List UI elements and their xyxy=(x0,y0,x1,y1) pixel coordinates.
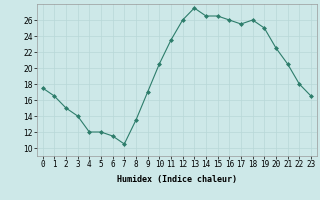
X-axis label: Humidex (Indice chaleur): Humidex (Indice chaleur) xyxy=(117,175,237,184)
